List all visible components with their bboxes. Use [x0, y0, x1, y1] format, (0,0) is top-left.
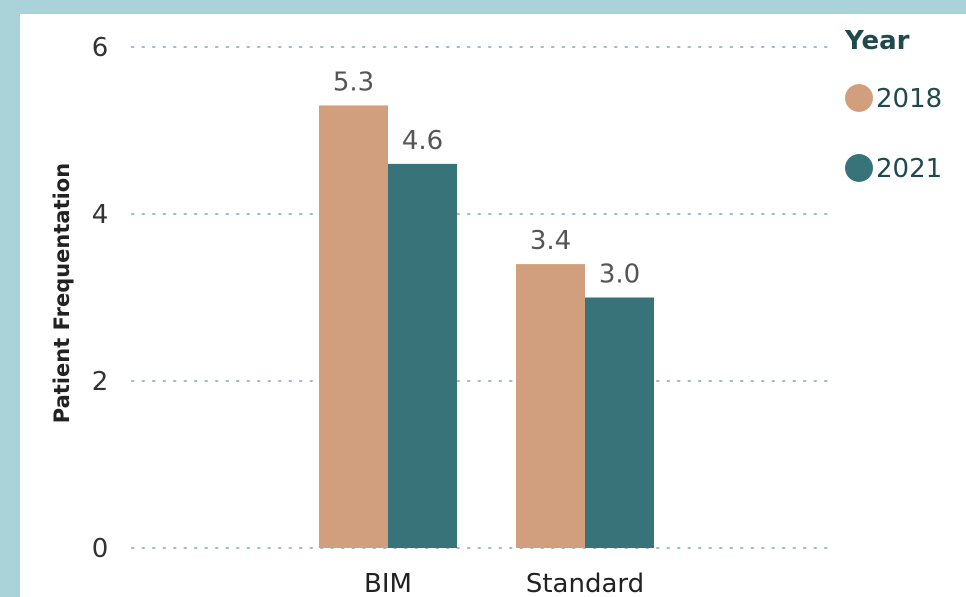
legend[interactable]: Year 2018 2021: [844, 26, 942, 184]
bars: [319, 105, 654, 548]
data-label: 5.3: [333, 67, 374, 97]
legend-swatch-2018: [845, 84, 873, 112]
gridlines: [131, 46, 831, 549]
bar-2021-bim: [388, 163, 457, 548]
x-axis-categories: BIM Standard: [364, 569, 644, 597]
bar-2018-bim: [319, 105, 388, 548]
data-label: 3.4: [530, 226, 571, 256]
y-tick-label: 6: [92, 33, 109, 63]
legend-title: Year: [844, 26, 910, 56]
y-axis-ticks: 0 2 4 6: [92, 33, 109, 564]
y-tick-label: 2: [92, 367, 109, 397]
legend-label: 2018: [876, 84, 942, 114]
data-labels: 5.3 4.6 3.4 3.0: [333, 67, 640, 289]
data-label: 3.0: [599, 260, 640, 290]
data-label: 4.6: [402, 126, 443, 156]
y-tick-label: 0: [92, 534, 109, 564]
legend-label: 2021: [876, 154, 942, 184]
bar-2021-standard: [585, 297, 654, 548]
y-tick-label: 4: [92, 200, 109, 230]
bar-2018-standard: [516, 264, 585, 548]
legend-swatch-2021: [845, 154, 873, 182]
x-category-label: Standard: [526, 569, 644, 597]
y-axis-label: Patient Frequentation: [50, 163, 74, 423]
x-category-label: BIM: [364, 569, 412, 597]
frame-top-border: [0, 0, 966, 14]
frame-left-border: [0, 0, 20, 597]
